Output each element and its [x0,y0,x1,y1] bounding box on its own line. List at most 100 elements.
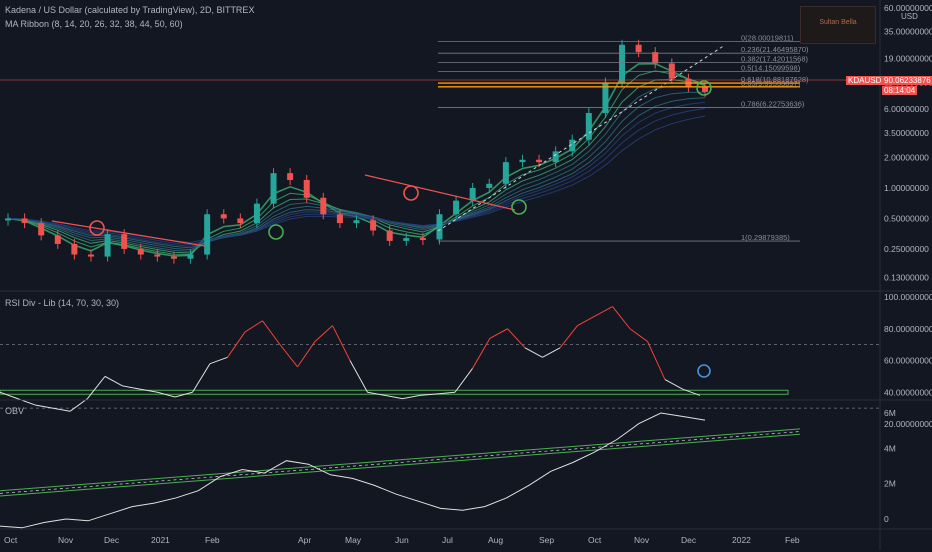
price-candle [38,223,45,236]
rsi-pane[interactable] [0,306,880,412]
fib-level-label: 0.786(6.22753636) [741,100,805,109]
price-candle [602,82,609,114]
obv-indicator-label[interactable]: OBV [5,406,25,416]
time-tick-label: 2022 [732,535,751,545]
watermark-text: Sultan Bella [819,19,857,26]
rsi-line-segment [612,306,631,330]
price-candle [486,183,493,188]
price-candle [270,173,277,204]
price-candle [237,218,244,224]
rsi-line-segment [69,398,88,412]
watermark-logo: Sultan Bella [800,6,876,44]
price-tick-label: 0.50000000 [884,213,929,223]
rsi-line-segment [437,391,456,395]
price-tick-label: 6.00000000 [884,104,929,114]
rsi-line-segment [244,320,263,333]
time-tick-label: Aug [488,535,503,545]
rsi-tick-label: 40.00000000 [884,387,932,397]
rsi-line-segment [647,341,666,380]
price-candle [569,139,576,152]
highlight-circle [268,224,284,240]
obv-trend-midline [0,431,801,494]
time-tick-label: May [345,535,362,545]
rsi-line-segment [122,385,141,390]
price-candle [619,44,626,83]
time-tick-label: Oct [4,535,18,545]
price-tick-label: 0.25000000 [884,244,929,254]
price-candle [220,214,227,219]
time-tick-label: Nov [58,535,74,545]
price-candle [54,235,61,244]
time-tick-label: Dec [681,535,697,545]
obv-pane[interactable] [0,412,801,529]
chart-title: Kadena / US Dollar (calculated by Tradin… [5,5,255,15]
price-candle [21,218,28,224]
rsi-line-segment [507,328,526,349]
price-candle [154,254,161,257]
price-tick-label: 3.50000000 [884,128,929,138]
rsi-line-segment [419,393,438,396]
rsi-line-segment [0,391,18,400]
price-candle [353,220,360,224]
time-tick-label: Dec [104,535,120,545]
price-candle [71,243,78,255]
rsi-tick-label: 20.00000000 [884,419,932,429]
rsi-line-segment [87,376,106,399]
price-candle [652,52,659,64]
rsi-line-segment [349,360,368,393]
symbol-tag: KDAUSD [846,76,884,85]
rsi-indicator-label[interactable]: RSI Div - Lib (14, 70, 30, 30) [5,298,120,308]
rsi-line-segment [174,391,193,398]
rsi-line-segment [664,379,683,390]
ribbon-indicator-label[interactable]: MA Ribbon (8, 14, 20, 26, 32, 38, 44, 50… [5,19,183,29]
rsi-line-segment [577,315,596,327]
fib-level-label: 0(28.00019811) [741,34,794,43]
obv-tick-label: 4M [884,443,896,453]
obv-trend-line-lower [0,433,801,497]
rsi-line-segment [157,391,176,398]
time-tick-label: Nov [634,535,650,545]
price-candle [668,63,675,79]
price-candle [403,238,410,241]
obv-tick-label: 6M [884,408,896,418]
rsi-support-band [0,389,789,395]
rsi-tick-label: 100.00000000 [884,292,932,302]
price-candle [370,220,377,231]
price-tick-label: 60.00000000 [884,3,932,13]
resistance-line-2 [364,174,516,211]
rsi-line-segment [34,404,53,409]
price-candle [137,248,144,255]
highlight-circle [403,185,419,201]
price-candle [287,173,294,180]
time-tick-label: Feb [205,535,220,545]
rsi-line-segment [104,375,123,387]
rsi-line-segment [594,306,613,317]
price-pane[interactable]: 0(28.00019811) 0.236(21.46495870)0.382(17… [0,34,880,264]
time-tick-label: Apr [298,535,311,545]
rsi-line-segment [454,368,473,393]
fib-level-label: 0.5(14.15099598) [741,63,801,72]
time-tick-label: Jun [395,535,409,545]
price-candle [469,187,476,201]
price-candle [635,44,642,53]
price-tag: 90.06233876 [882,76,932,85]
price-candle [87,254,94,257]
rsi-line-segment [629,328,648,342]
price-candle [336,214,343,224]
obv-trend-line-upper [0,428,801,492]
rsi-line-segment [52,407,71,412]
highlight-circle [89,220,105,236]
fib-level-label: 0.618(10.88187628) [741,75,809,84]
rsi-line-segment [279,344,298,368]
fib-level-label: 1(0.29879385) [741,233,790,242]
price-tick-label: 0.13000000 [884,273,929,283]
price-candle [519,159,526,163]
time-tick-label: Jul [442,535,453,545]
currency-label: USD [901,12,918,21]
rsi-line-segment [402,394,421,400]
time-tick-label: 2021 [151,535,170,545]
rsi-line-segment [384,394,403,400]
